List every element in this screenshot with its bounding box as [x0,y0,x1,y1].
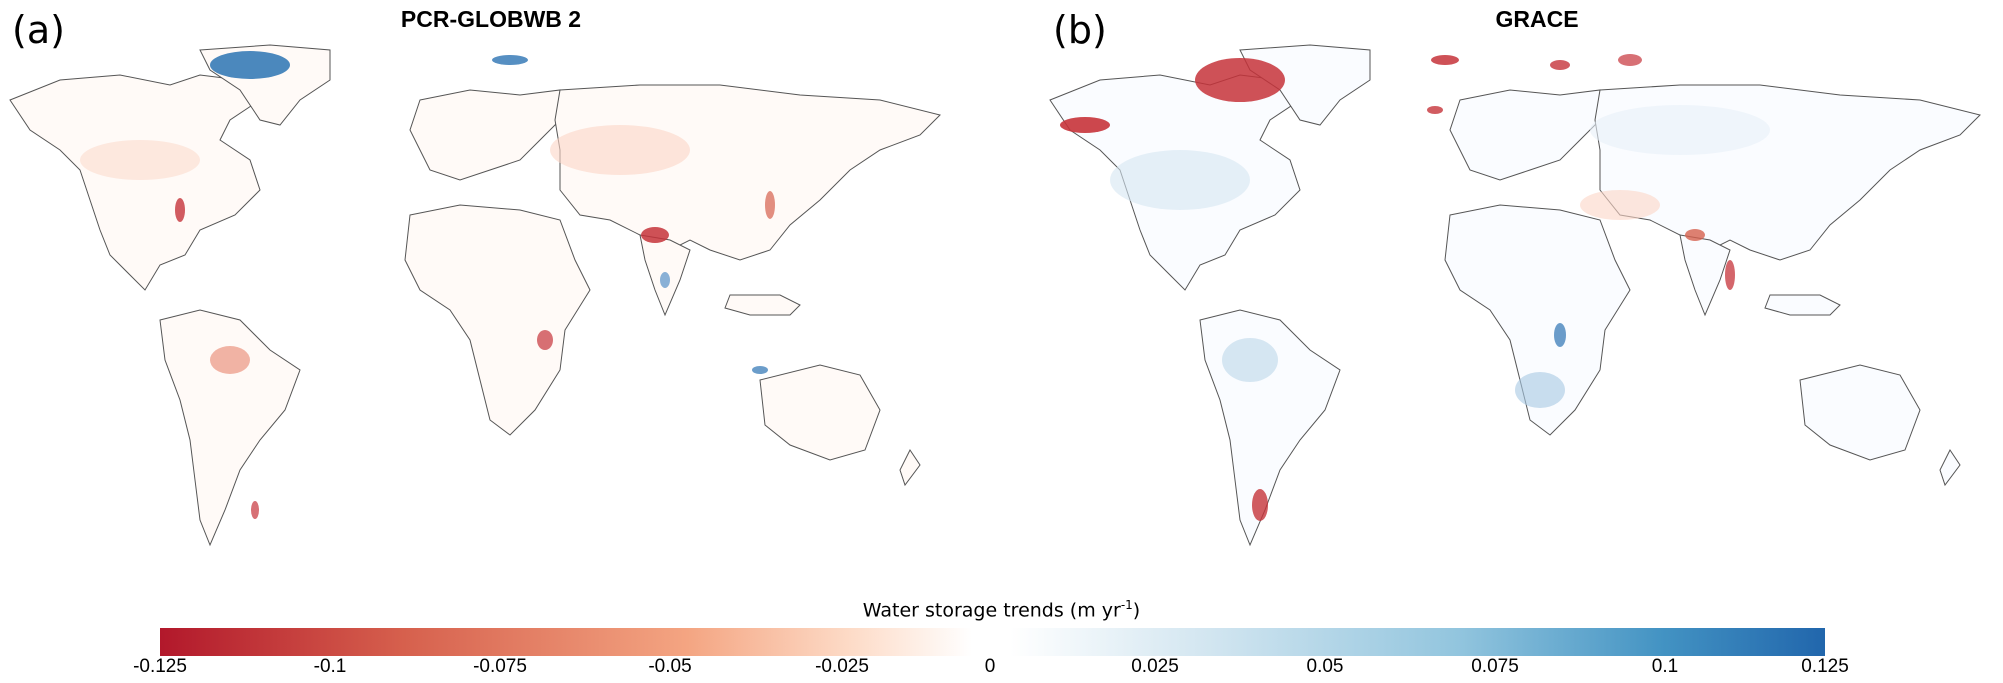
trend-hotspots [1060,54,1770,521]
panel-a-label: (a) [12,8,65,52]
land-outlines [1049,44,1981,547]
colorbar-tick-label: -0.125 [133,656,187,677]
panel-b-label: (b) [1053,8,1107,52]
trend-hotspots [80,51,775,519]
colorbar-tick-label: -0.05 [648,656,692,677]
panel-a-title: PCR-GLOBWB 2 [400,6,582,32]
colorbar-tick-label: 0.1 [1651,656,1679,677]
colorbar-tick-label: -0.075 [473,656,527,677]
colorbar-tick-label: -0.025 [815,656,869,677]
colorbar-tick-label: -0.1 [313,656,347,677]
colorbar-tick-label: 0.125 [1801,656,1849,677]
colorbar-negative [160,628,972,656]
colorbar-tick-label: 0.025 [1131,656,1179,677]
colorbar-title: Water storage trends (m yr-1) [862,598,1141,622]
colorbar-tick-label: 0 [984,656,996,677]
colorbar-positive [1010,628,1825,656]
land-outlines [9,44,941,547]
panel-b-title: GRACE [1495,6,1579,32]
map-grace [1049,44,1981,547]
colorbar-tick-label: 0.05 [1306,656,1344,677]
colorbar-tick-label: 0.075 [1471,656,1519,677]
map-pcr-globwb [9,44,941,547]
